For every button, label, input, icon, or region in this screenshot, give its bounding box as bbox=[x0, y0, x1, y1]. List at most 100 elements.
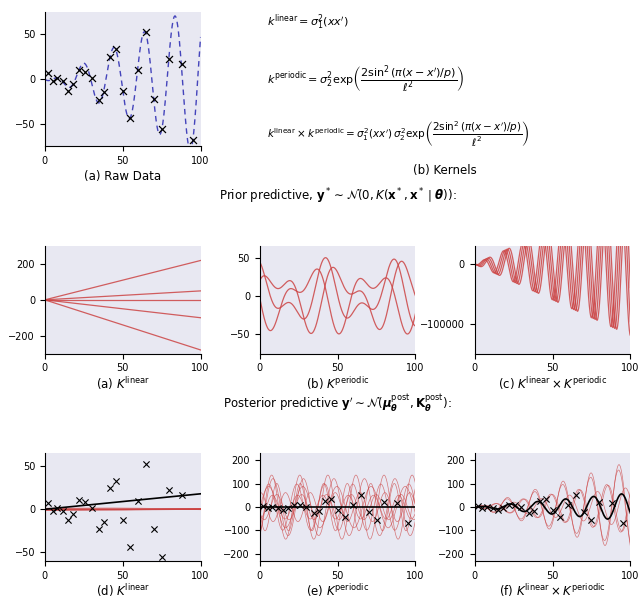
Point bbox=[80, 67, 90, 77]
Point bbox=[258, 500, 268, 510]
Point bbox=[571, 490, 581, 500]
Text: $k^{\mathrm{periodic}} = \sigma_2^2 \exp\!\left(\dfrac{2\sin^2(\pi(x-x^\prime)/p: $k^{\mathrm{periodic}} = \sigma_2^2 \exp… bbox=[267, 63, 464, 95]
Point bbox=[125, 113, 136, 123]
Point bbox=[141, 27, 151, 37]
Text: (a) Raw Data: (a) Raw Data bbox=[84, 171, 161, 183]
Point bbox=[340, 513, 351, 522]
Point bbox=[283, 504, 293, 513]
Point bbox=[164, 54, 175, 63]
Point bbox=[392, 499, 402, 508]
Point bbox=[510, 500, 520, 510]
Point bbox=[52, 503, 62, 513]
Point bbox=[177, 59, 187, 69]
Point bbox=[63, 86, 74, 95]
Point bbox=[133, 66, 143, 75]
Point bbox=[356, 490, 366, 500]
Point bbox=[477, 503, 488, 513]
Point bbox=[380, 497, 390, 507]
Point bbox=[301, 502, 312, 512]
Point bbox=[289, 500, 299, 510]
Point bbox=[133, 496, 143, 506]
Point bbox=[493, 505, 503, 515]
Point bbox=[295, 500, 305, 510]
Point bbox=[262, 503, 273, 513]
Point bbox=[141, 459, 151, 469]
Point bbox=[58, 506, 68, 516]
Point bbox=[118, 86, 128, 95]
Point bbox=[111, 45, 122, 54]
Point bbox=[63, 516, 74, 525]
Point bbox=[488, 503, 499, 513]
Point bbox=[267, 502, 277, 511]
Point bbox=[43, 499, 53, 508]
Point bbox=[86, 504, 97, 513]
Point bbox=[52, 73, 62, 83]
Point bbox=[74, 496, 84, 505]
Point bbox=[586, 516, 596, 525]
Point bbox=[504, 500, 514, 510]
Point bbox=[68, 80, 78, 89]
Point bbox=[125, 542, 136, 552]
Point bbox=[148, 524, 159, 534]
Point bbox=[94, 525, 104, 534]
Point bbox=[43, 68, 53, 78]
Point bbox=[482, 502, 492, 511]
Text: (b) $K^{\mathrm{periodic}}$: (b) $K^{\mathrm{periodic}}$ bbox=[306, 375, 369, 392]
Text: Prior predictive, $\mathbf{y}^* \sim \mathcal{N}(0, K(\mathbf{x}^*, \mathbf{x}^*: Prior predictive, $\mathbf{y}^* \sim \ma… bbox=[219, 186, 456, 206]
Point bbox=[47, 77, 58, 86]
Point bbox=[58, 76, 68, 86]
Text: (e) $K^{\mathrm{periodic}}$: (e) $K^{\mathrm{periodic}}$ bbox=[306, 582, 369, 599]
Point bbox=[524, 508, 534, 517]
Point bbox=[188, 563, 198, 573]
Point bbox=[320, 496, 330, 506]
Point bbox=[535, 496, 545, 506]
Point bbox=[177, 490, 187, 500]
Point bbox=[607, 499, 617, 508]
Point bbox=[99, 517, 109, 527]
Point bbox=[541, 494, 552, 504]
Point bbox=[278, 505, 288, 515]
Point bbox=[563, 500, 573, 510]
Point bbox=[618, 518, 628, 528]
Text: (f) $K^{\mathrm{linear}} \times K^{\mathrm{periodic}}$: (f) $K^{\mathrm{linear}} \times K^{\math… bbox=[499, 582, 606, 599]
Point bbox=[309, 508, 319, 517]
Point bbox=[371, 516, 381, 525]
Point bbox=[118, 516, 128, 525]
Point bbox=[364, 508, 374, 517]
Point bbox=[148, 95, 159, 104]
Point bbox=[94, 95, 104, 105]
Point bbox=[157, 124, 167, 134]
Point bbox=[497, 504, 508, 513]
Point bbox=[547, 505, 557, 515]
Point bbox=[68, 510, 78, 519]
Text: Posterior predictive $\mathbf{y}' \sim \mathcal{N}(\boldsymbol{\mu}^{\mathrm{pos: Posterior predictive $\mathbf{y}' \sim \… bbox=[223, 393, 452, 414]
Point bbox=[111, 476, 122, 485]
Point bbox=[188, 135, 198, 145]
Point bbox=[594, 497, 604, 507]
Text: $k^{\mathrm{linear}} \times k^{\mathrm{periodic}} = \sigma_1^2(xx^\prime)\,\sigm: $k^{\mathrm{linear}} \times k^{\mathrm{p… bbox=[267, 119, 530, 148]
Point bbox=[74, 65, 84, 75]
Point bbox=[99, 87, 109, 97]
Point bbox=[473, 500, 483, 510]
Text: (a) $K^{\mathrm{linear}}$: (a) $K^{\mathrm{linear}}$ bbox=[96, 375, 150, 392]
Point bbox=[529, 506, 539, 516]
Point bbox=[314, 506, 324, 516]
Point bbox=[157, 552, 167, 562]
Point bbox=[348, 500, 358, 510]
Point bbox=[516, 502, 527, 512]
Text: $k^{\mathrm{linear}} = \sigma_1^2(xx^\prime)$: $k^{\mathrm{linear}} = \sigma_1^2(xx^\pr… bbox=[267, 12, 349, 32]
Text: (d) $K^{\mathrm{linear}}$: (d) $K^{\mathrm{linear}}$ bbox=[95, 582, 150, 599]
Text: (b) Kernels: (b) Kernels bbox=[413, 163, 477, 177]
Text: (c) $K^{\mathrm{linear}} \times K^{\mathrm{periodic}}$: (c) $K^{\mathrm{linear}} \times K^{\math… bbox=[498, 375, 607, 392]
Point bbox=[333, 505, 343, 515]
Point bbox=[105, 483, 115, 493]
Point bbox=[105, 52, 115, 62]
Point bbox=[273, 503, 284, 513]
Point bbox=[86, 74, 97, 83]
Point bbox=[403, 518, 413, 528]
Point bbox=[80, 497, 90, 507]
Point bbox=[555, 513, 565, 522]
Point bbox=[579, 508, 589, 517]
Point bbox=[164, 485, 175, 494]
Point bbox=[47, 507, 58, 516]
